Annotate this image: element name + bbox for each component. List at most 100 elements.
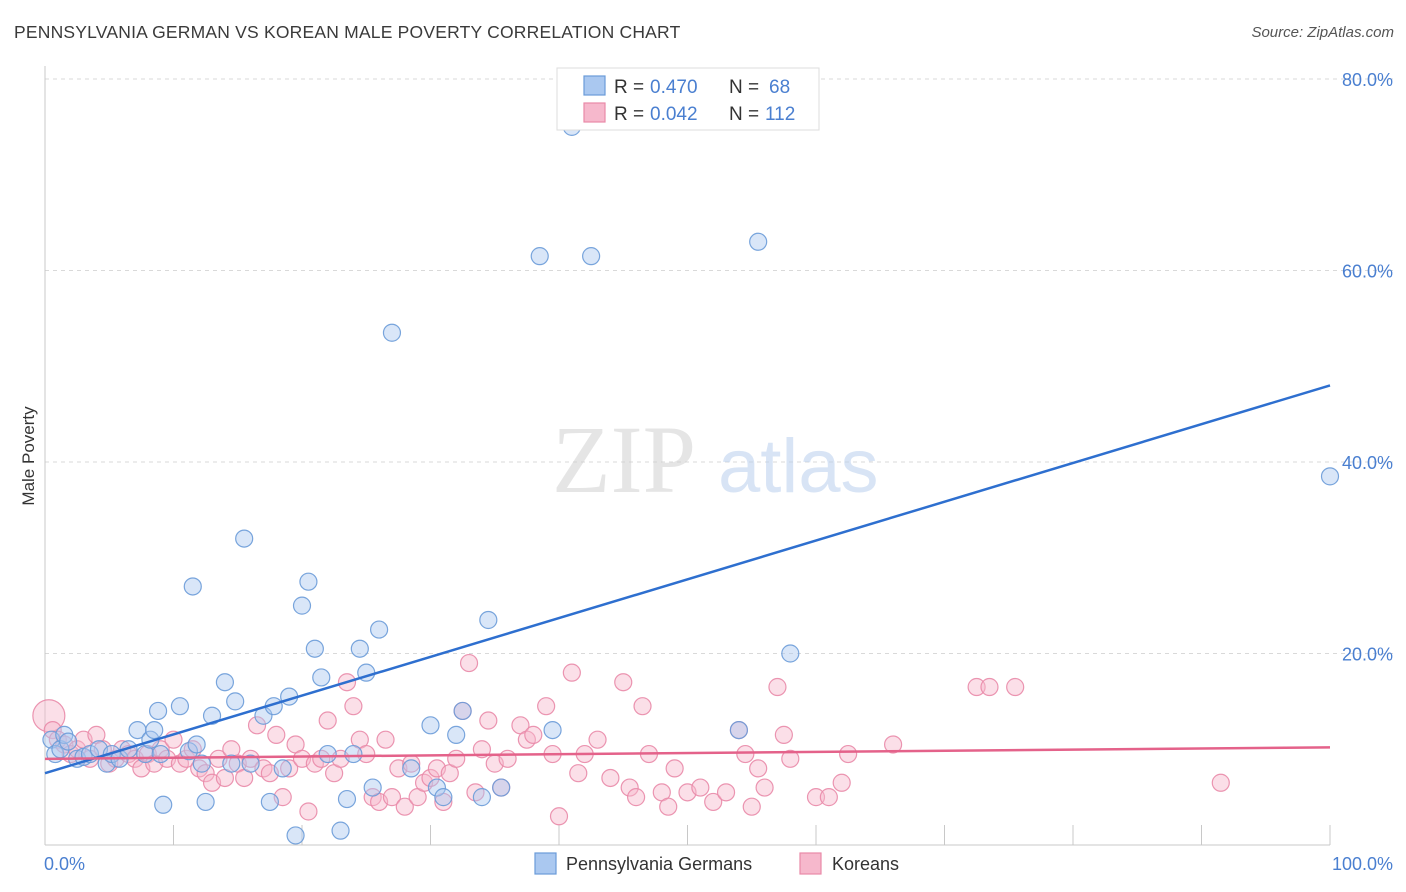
korean-point bbox=[537, 697, 556, 716]
korean-point bbox=[549, 807, 569, 826]
y-axis-title: Male Poverty bbox=[19, 406, 38, 506]
x-tick-label: 100.0% bbox=[1332, 854, 1393, 874]
korean-point bbox=[806, 788, 826, 807]
korean-point bbox=[980, 677, 999, 697]
korean-point bbox=[299, 802, 318, 821]
pennsylvania-german-point bbox=[337, 789, 357, 809]
pennsylvania-german-point bbox=[226, 692, 245, 711]
korean-point bbox=[659, 797, 678, 816]
korean-point bbox=[691, 778, 710, 797]
pennsylvania-german-point bbox=[402, 759, 421, 778]
korean-point bbox=[626, 788, 646, 807]
pennsylvania-germans-trend-line bbox=[44, 384, 1331, 775]
pennsylvania-german-point bbox=[273, 759, 292, 778]
korean-point bbox=[569, 764, 588, 783]
korean-point bbox=[967, 677, 986, 697]
korean-point bbox=[280, 759, 299, 778]
chart-title: PENNSYLVANIA GERMAN VS KOREAN MALE POVER… bbox=[14, 22, 681, 42]
korean-point bbox=[704, 792, 723, 812]
stats-n-value-blue: 68 bbox=[769, 77, 790, 98]
korean-point bbox=[1211, 773, 1230, 792]
pennsylvania-german-point bbox=[151, 744, 170, 764]
legend-label-koreans: Koreans bbox=[832, 854, 899, 874]
korean-point bbox=[376, 730, 395, 749]
pennsylvania-german-point bbox=[1320, 467, 1340, 486]
korean-point bbox=[421, 768, 440, 788]
pennsylvania-german-point bbox=[729, 720, 749, 740]
korean-point bbox=[742, 797, 761, 816]
stats-n-value-pink: 112 bbox=[765, 104, 795, 125]
y-tick-label: 20.0% bbox=[1342, 645, 1393, 665]
korean-point bbox=[716, 783, 736, 802]
watermark-atlas: atlas bbox=[718, 424, 879, 509]
pennsylvania-german-point bbox=[241, 754, 260, 773]
korean-point bbox=[247, 716, 267, 735]
pennsylvania-german-point bbox=[318, 744, 337, 764]
pennsylvania-german-point bbox=[170, 697, 190, 716]
pennsylvania-german-point bbox=[427, 778, 447, 797]
stats-r-label-pink: R = bbox=[614, 104, 644, 125]
axes bbox=[44, 66, 1331, 846]
pennsylvania-german-point bbox=[344, 744, 363, 764]
stats-n-label-blue: N = bbox=[729, 77, 759, 98]
korean-point bbox=[344, 697, 363, 716]
korean-point bbox=[318, 711, 337, 730]
korean-point bbox=[819, 788, 838, 807]
korean-point bbox=[832, 773, 851, 792]
pennsylvania-german-point bbox=[453, 701, 472, 721]
korean-point bbox=[755, 778, 774, 797]
koreans-trend-line bbox=[44, 746, 1331, 761]
stats-r-value-pink: 0.042 bbox=[650, 104, 698, 125]
pennsylvania-german-point bbox=[331, 821, 350, 840]
korean-point bbox=[459, 653, 479, 673]
korean-point bbox=[588, 730, 607, 749]
x-tick-label: 0.0% bbox=[44, 854, 85, 874]
korean-point bbox=[665, 759, 684, 778]
korean-point bbox=[395, 797, 414, 816]
korean-point bbox=[736, 744, 755, 764]
korean-point bbox=[472, 740, 491, 759]
grid-lines bbox=[45, 78, 1393, 654]
stats-r-label-blue: R = bbox=[614, 77, 644, 98]
pennsylvania-german-point bbox=[434, 788, 453, 807]
stats-legend-swatch-pink bbox=[583, 102, 606, 123]
pennsylvania-german-point bbox=[370, 620, 389, 639]
stats-n-label-pink: N = bbox=[729, 104, 759, 125]
pennsylvania-german-point bbox=[305, 639, 324, 658]
pennsylvania-german-point bbox=[472, 788, 491, 807]
korean-point bbox=[601, 768, 620, 788]
pennsylvania-german-point bbox=[447, 725, 466, 744]
korean-point bbox=[781, 749, 800, 768]
korean-point bbox=[1006, 677, 1025, 697]
pennsylvania-german-point bbox=[222, 754, 241, 773]
pennsylvania-german-point bbox=[202, 706, 222, 725]
korean-point bbox=[43, 720, 62, 740]
pennsylvania-german-point bbox=[350, 639, 369, 658]
korean-point bbox=[883, 735, 903, 754]
pennsylvania-german-point bbox=[582, 247, 601, 266]
legend-swatch-koreans bbox=[799, 852, 822, 875]
legend-swatch-pennsylvania-germans bbox=[534, 852, 557, 875]
korean-point bbox=[357, 744, 376, 764]
pennsylvania-german-point bbox=[749, 232, 768, 251]
legend-label-pennsylvania-germans: Pennsylvania Germans bbox=[566, 854, 752, 874]
pennsylvania-german-point bbox=[187, 735, 206, 754]
pennsylvania-german-point bbox=[781, 644, 800, 663]
pennsylvania-german-point bbox=[530, 247, 549, 266]
korean-point bbox=[633, 697, 652, 716]
pennsylvania-german-point bbox=[382, 323, 402, 342]
korean-point bbox=[620, 778, 639, 797]
korean-point bbox=[382, 788, 402, 807]
pennsylvania-german-point bbox=[312, 668, 331, 687]
source-label: Source: ZipAtlas.com bbox=[1251, 24, 1394, 41]
pennsylvania-german-point bbox=[292, 596, 312, 615]
stats-legend: R = 0.470 N = 68 R = 0.042 N = 112 bbox=[556, 67, 820, 131]
pennsylvania-german-point bbox=[543, 720, 562, 740]
korean-point bbox=[479, 711, 498, 730]
pennsylvania-german-point bbox=[235, 529, 254, 548]
y-tick-label: 40.0% bbox=[1342, 453, 1393, 473]
pennsylvania-german-point bbox=[183, 577, 202, 596]
pennsylvania-german-point bbox=[479, 610, 498, 630]
y-tick-label: 80.0% bbox=[1342, 70, 1393, 90]
watermark: ZIP atlas bbox=[552, 406, 879, 513]
